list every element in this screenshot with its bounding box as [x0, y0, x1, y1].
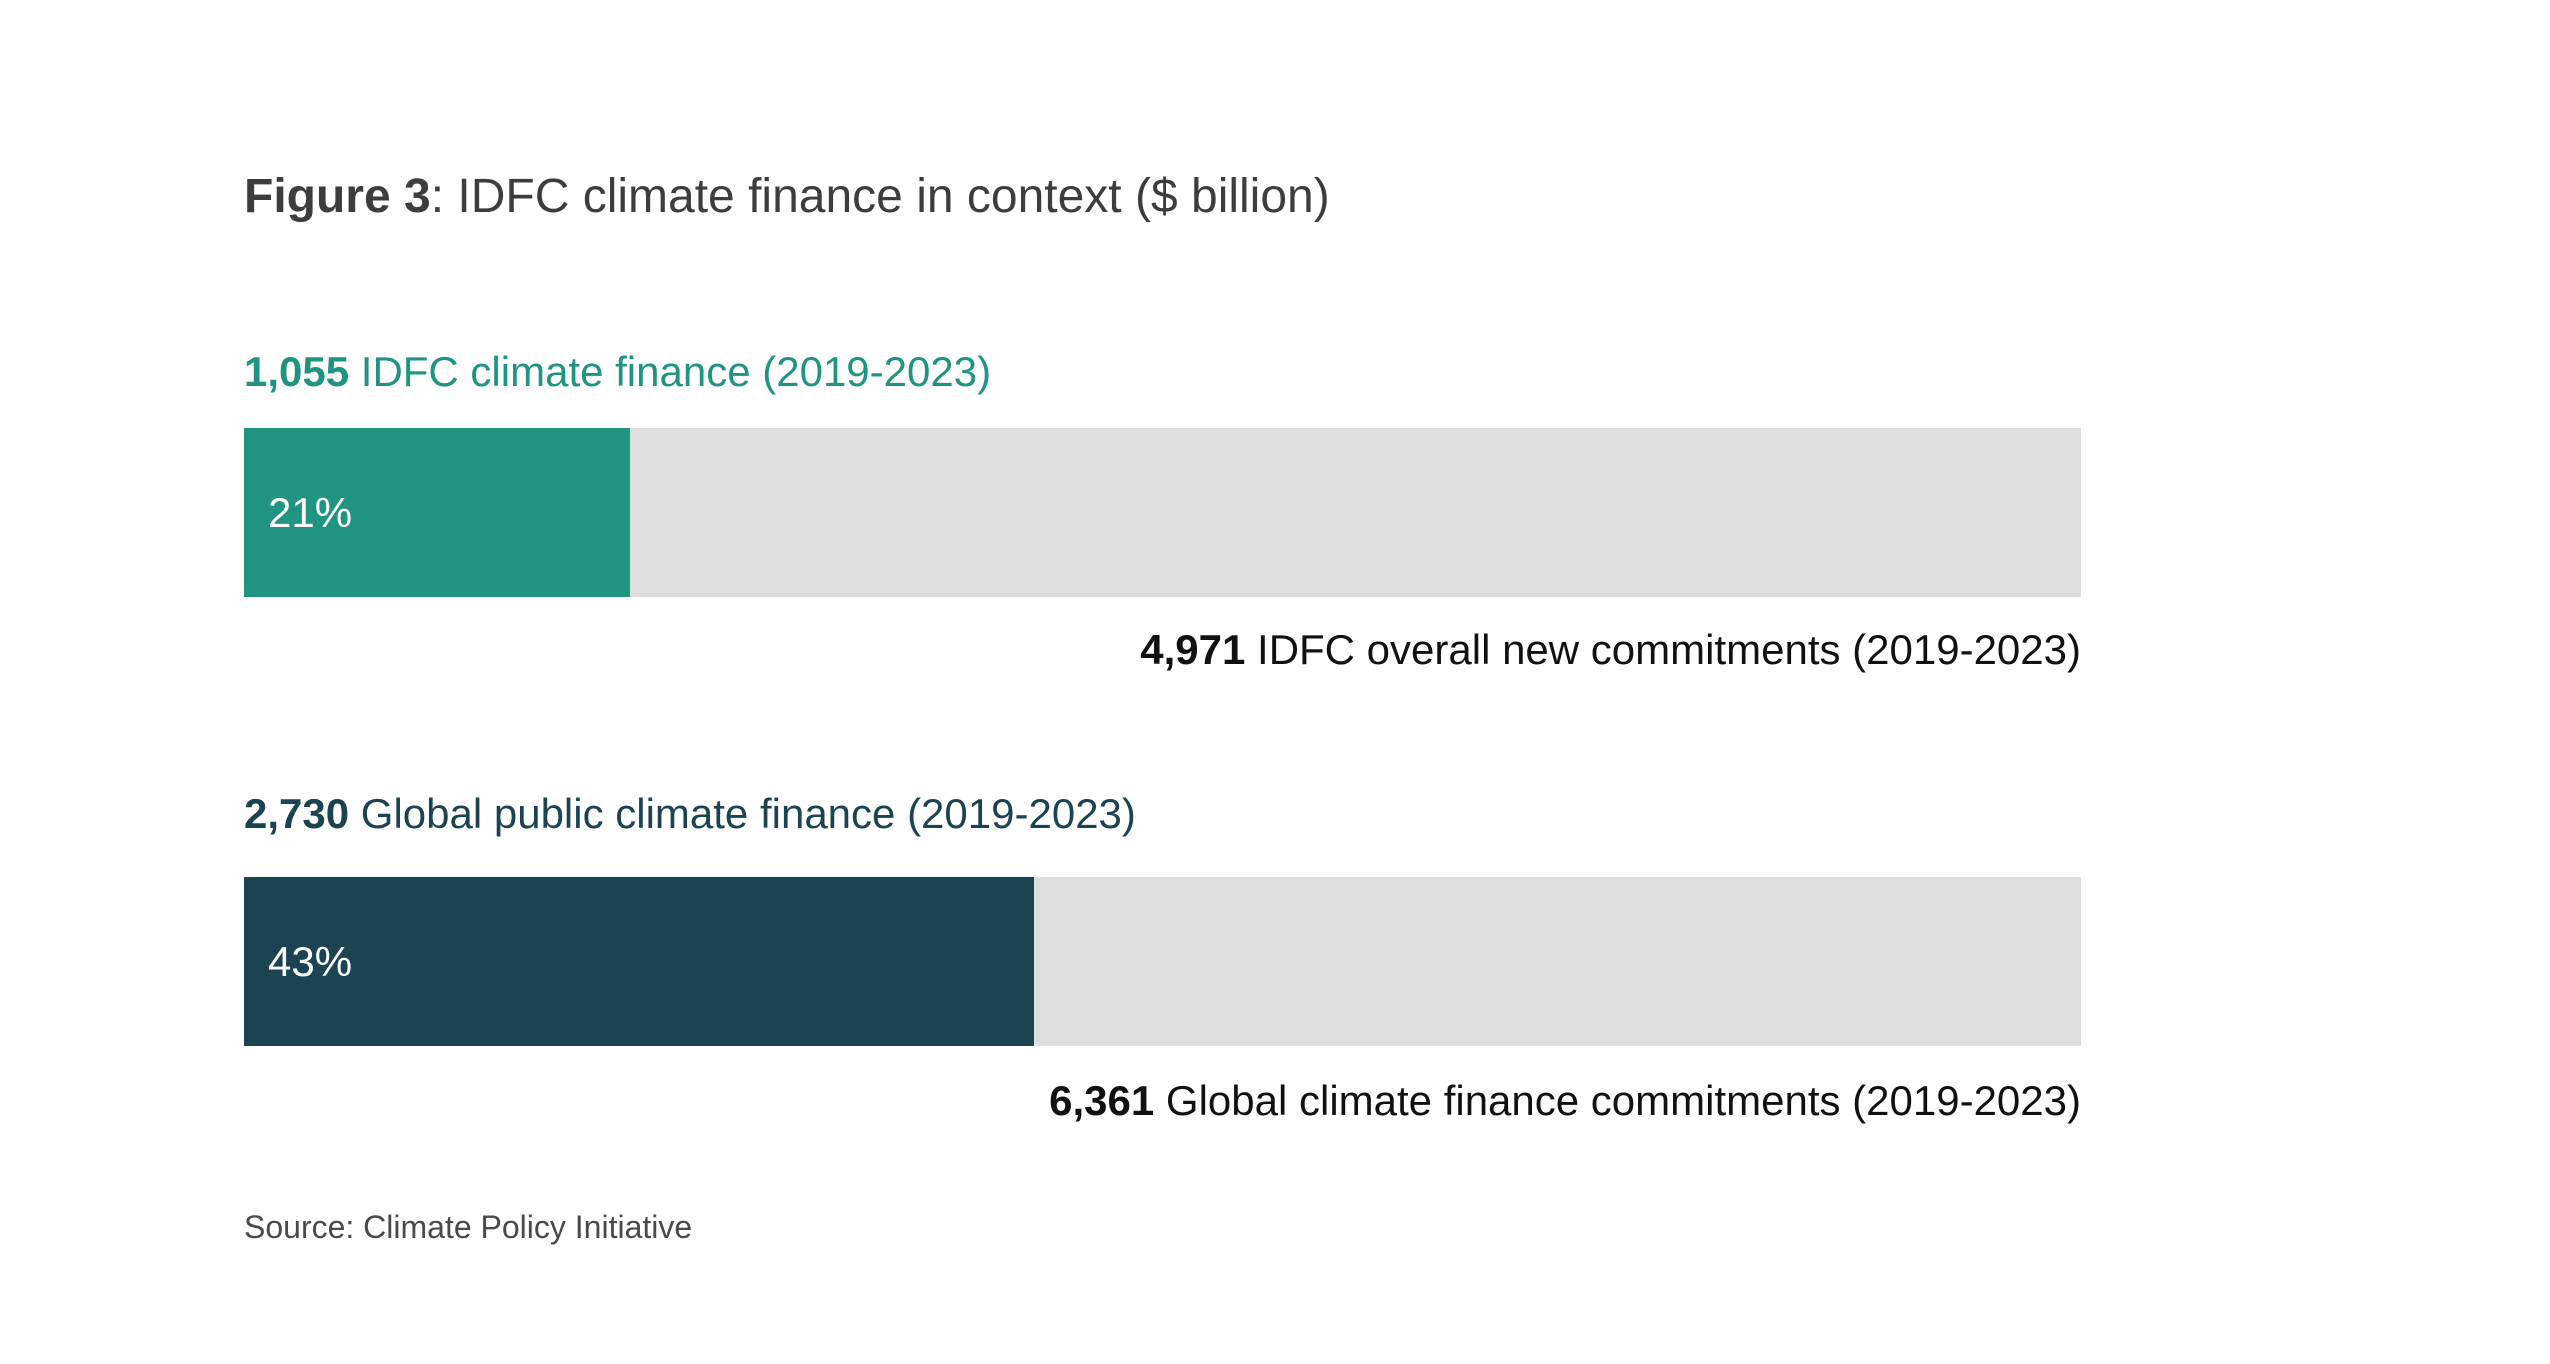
bar-1-total-text: IDFC overall new commitments (2019-2023)	[1245, 626, 2081, 673]
bar-1-total-label: 4,971 IDFC overall new commitments (2019…	[1140, 622, 2081, 678]
bar-2-part-value: 2,730	[244, 790, 350, 837]
figure-number: Figure 3	[244, 170, 431, 223]
bar-2-part-label: 2,730 Global public climate finance (201…	[244, 786, 1136, 842]
bar-2-total-value: 6,361	[1049, 1077, 1155, 1124]
chart-title: Figure 3: IDFC climate finance in contex…	[244, 164, 1330, 230]
bar-1-part-value: 1,055	[244, 348, 350, 395]
source-note: Source: Climate Policy Initiative	[244, 1209, 693, 1245]
bar-2-part-text: Global public climate finance (2019-2023…	[349, 790, 1136, 837]
figure-caption: : IDFC climate finance in context ($ bil…	[430, 170, 1330, 223]
bar-1-part-label: 1,055 IDFC climate finance (2019-2023)	[244, 344, 991, 400]
bar-2-track: 43%	[244, 877, 2081, 1046]
bar-2-fill	[244, 877, 1034, 1046]
bar-2-percent-label: 43%	[268, 938, 353, 985]
bar-2-total-label: 6,361 Global climate finance commitments…	[1049, 1073, 2081, 1129]
bar-1-percent-label: 21%	[268, 489, 353, 536]
bar-1-fill	[244, 428, 630, 597]
bar-2-total-text: Global climate finance commitments (2019…	[1154, 1077, 2081, 1124]
bar-1-part-text: IDFC climate finance (2019-2023)	[349, 348, 992, 395]
bar-1-track: 21%	[244, 428, 2081, 597]
bar-1-total-value: 4,971	[1140, 626, 1246, 673]
